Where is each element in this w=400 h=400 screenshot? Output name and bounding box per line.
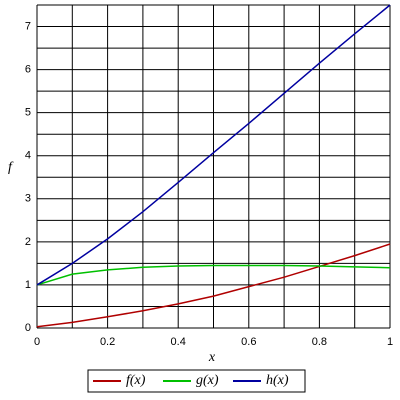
legend-box	[87, 369, 306, 393]
x-tick-label: 0.8	[312, 336, 327, 348]
y-tick-label: 2	[25, 236, 31, 248]
y-tick-label: 5	[25, 107, 31, 119]
x-tick-label: 0.6	[241, 336, 256, 348]
y-tick-label: 1	[25, 279, 31, 291]
x-tick-label: 1	[387, 336, 393, 348]
y-tick-label: 6	[25, 64, 31, 76]
legend-label: f(x)	[126, 373, 146, 388]
y-axis-label: f	[8, 160, 14, 175]
y-tick-label: 4	[25, 150, 31, 162]
legend-label: g(x)	[196, 373, 219, 388]
series-line	[36, 4, 391, 286]
legend-label: h(x)	[266, 373, 289, 388]
x-tick-label: 0.2	[100, 336, 115, 348]
y-tick-label: 7	[25, 20, 31, 32]
series-line	[36, 264, 391, 286]
series-line	[36, 243, 391, 328]
x-tick-label: 0	[34, 336, 40, 348]
y-tick-label: 0	[25, 322, 31, 334]
y-tick-label: 3	[25, 193, 31, 205]
x-axis-label: x	[208, 350, 216, 365]
x-tick-label: 0.4	[171, 336, 186, 348]
